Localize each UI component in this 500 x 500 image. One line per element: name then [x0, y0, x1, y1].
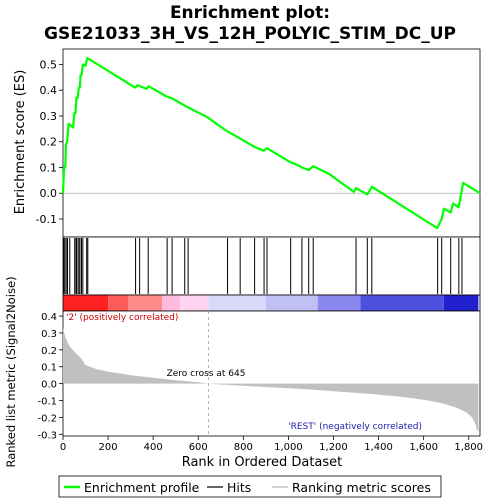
metric-panel-frame: [62, 310, 481, 437]
chart-subtitle: GSE21033_3H_VS_12H_POLYIC_STIM_DC_UP: [44, 24, 456, 44]
heat-segment: [208, 295, 266, 311]
heat-segment: [128, 295, 163, 311]
x-tick-label: 1,400: [364, 442, 393, 453]
chart-title: Enrichment plot:: [170, 3, 330, 23]
metric-y-tick-label: 0.4: [41, 312, 57, 323]
es-y-tick-label: 0.1: [40, 161, 58, 174]
x-tick-label: 0: [60, 442, 66, 453]
legend-label: Ranking metric scores: [292, 480, 431, 495]
x-tick-label: 1,000: [274, 442, 303, 453]
positive-label: '2' (positively correlated): [66, 313, 178, 323]
metric-y-tick-label: 0.2: [41, 346, 57, 357]
heat-segment: [180, 295, 209, 311]
x-tick-label: 800: [234, 442, 253, 453]
es-y-tick-label: 0.5: [40, 58, 58, 71]
es-y-tick-label: 0.2: [40, 136, 58, 149]
heat-segment: [443, 295, 479, 311]
metric-y-axis-label: Ranked list metric (Signal2Noise): [4, 276, 18, 467]
x-tick-label: 1,800: [454, 442, 483, 453]
heat-segment: [108, 295, 129, 311]
es-y-axis-label: Enrichment score (ES): [13, 70, 28, 215]
es-y-tick-label: 0.3: [40, 110, 58, 123]
x-tick-label: 200: [99, 442, 118, 453]
legend-label: Hits: [227, 480, 251, 495]
es-y-tick-label: -0.1: [36, 213, 57, 226]
metric-y-tick-label: -0.1: [37, 397, 57, 408]
heat-segment: [162, 295, 181, 311]
es-panel-frame: [62, 48, 481, 238]
metric-y-tick-label: 0.3: [41, 329, 57, 340]
hits-panel-frame: [62, 236, 481, 296]
x-tick-label: 1,200: [319, 442, 348, 453]
metric-y-tick-label: 0.1: [41, 363, 57, 374]
es-y-tick-label: 0.4: [40, 84, 58, 97]
x-tick-label: 600: [189, 442, 208, 453]
negative-label: 'REST' (negatively correlated): [288, 422, 422, 432]
legend-label: Enrichment profile: [84, 480, 200, 495]
ranking-metric-area: [63, 327, 479, 431]
metric-y-tick-label: -0.3: [37, 430, 57, 441]
heat-segment: [360, 295, 444, 311]
es-y-tick-label: 0.0: [40, 187, 58, 200]
enrichment-profile-line: [61, 56, 481, 230]
x-tick-label: 400: [144, 442, 163, 453]
x-tick-label: 1,600: [409, 442, 438, 453]
legend-frame: [58, 475, 442, 498]
zero-cross-label: Zero cross at 645: [167, 369, 246, 379]
metric-y-tick-label: 0.0: [41, 380, 57, 391]
heat-segment: [265, 295, 318, 311]
heat-segment: [317, 295, 361, 311]
x-axis-label: Rank in Ordered Dataset: [182, 455, 343, 470]
metric-y-tick-label: -0.2: [37, 413, 57, 424]
heat-segment: [63, 295, 109, 311]
